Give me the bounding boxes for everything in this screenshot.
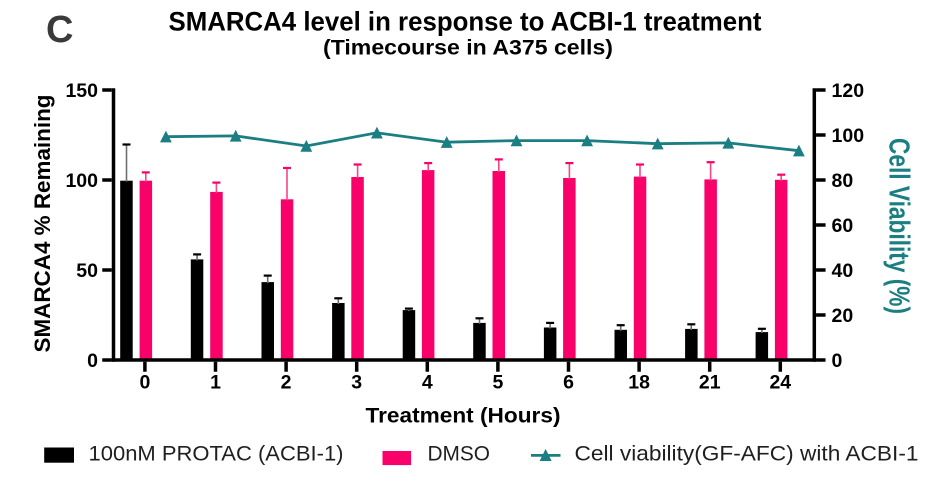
svg-text:DMSO: DMSO bbox=[428, 443, 491, 466]
svg-text:2: 2 bbox=[281, 372, 292, 394]
svg-text:3: 3 bbox=[351, 372, 362, 394]
svg-text:21: 21 bbox=[699, 372, 721, 394]
svg-text:SMARCA4 level in response to A: SMARCA4 level in response to ACBI-1 trea… bbox=[169, 7, 762, 37]
svg-text:1: 1 bbox=[210, 372, 221, 394]
svg-text:100: 100 bbox=[65, 170, 98, 192]
svg-text:Treatment (Hours): Treatment (Hours) bbox=[366, 405, 561, 428]
svg-text:120: 120 bbox=[832, 80, 865, 102]
svg-text:60: 60 bbox=[832, 215, 854, 237]
svg-text:20: 20 bbox=[832, 305, 854, 327]
svg-text:40: 40 bbox=[832, 260, 854, 282]
svg-text:4: 4 bbox=[422, 372, 433, 394]
svg-text:150: 150 bbox=[65, 80, 98, 102]
svg-text:6: 6 bbox=[563, 372, 574, 394]
svg-text:0: 0 bbox=[832, 350, 843, 372]
svg-text:Cell Viability (%): Cell Viability (%) bbox=[883, 138, 915, 314]
svg-text:50: 50 bbox=[76, 260, 98, 282]
svg-text:80: 80 bbox=[832, 170, 854, 192]
svg-text:100: 100 bbox=[832, 125, 865, 147]
svg-text:SMARCA4 % Remaining: SMARCA4 % Remaining bbox=[30, 95, 55, 353]
svg-text:24: 24 bbox=[769, 372, 791, 394]
svg-text:18: 18 bbox=[628, 372, 650, 394]
svg-text:100nM PROTAC (ACBI-1): 100nM PROTAC (ACBI-1) bbox=[89, 443, 344, 466]
svg-text:0: 0 bbox=[139, 372, 150, 394]
svg-text:5: 5 bbox=[492, 372, 503, 394]
svg-text:(Timecourse in A375 cells): (Timecourse in A375 cells) bbox=[323, 36, 613, 59]
svg-text:0: 0 bbox=[87, 350, 98, 372]
svg-text:Cell viability(GF-AFC) with AC: Cell viability(GF-AFC) with ACBI-1 bbox=[575, 443, 919, 466]
svg-text:C: C bbox=[46, 9, 73, 51]
